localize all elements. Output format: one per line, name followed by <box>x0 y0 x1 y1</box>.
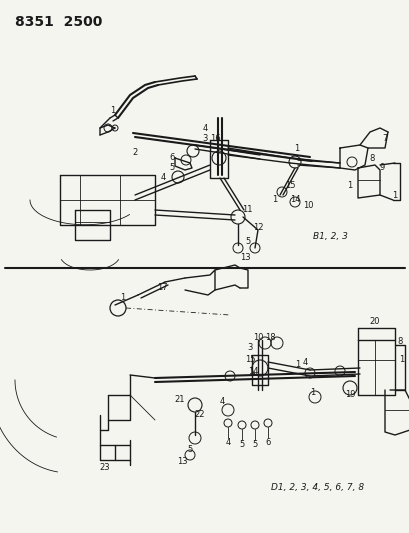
Text: 5: 5 <box>245 238 250 246</box>
Text: 20: 20 <box>369 318 379 327</box>
Text: 11: 11 <box>241 206 252 214</box>
Text: 5: 5 <box>252 440 257 449</box>
Text: 5: 5 <box>239 440 244 449</box>
Text: 15: 15 <box>244 356 255 365</box>
Text: 19: 19 <box>344 391 354 400</box>
Text: 1: 1 <box>294 143 299 152</box>
Text: 5: 5 <box>187 446 192 455</box>
Text: 17: 17 <box>156 282 167 292</box>
Text: 13: 13 <box>176 457 187 466</box>
Text: 1: 1 <box>110 106 115 115</box>
Text: 1: 1 <box>294 360 300 369</box>
Text: 4: 4 <box>202 124 207 133</box>
Text: 23: 23 <box>99 464 110 472</box>
Text: 7: 7 <box>381 133 387 142</box>
Text: 4: 4 <box>225 439 230 448</box>
Text: 14: 14 <box>289 196 299 205</box>
Text: 4: 4 <box>219 398 224 407</box>
Text: 14: 14 <box>247 367 258 376</box>
Text: 3: 3 <box>202 133 207 142</box>
Text: 16: 16 <box>209 133 220 142</box>
Text: 8: 8 <box>396 337 402 346</box>
Text: 6: 6 <box>169 152 174 161</box>
Text: 15: 15 <box>284 181 294 190</box>
Text: 1: 1 <box>120 293 125 302</box>
Text: 10: 10 <box>302 200 312 209</box>
Text: 1: 1 <box>346 181 352 190</box>
Text: 21: 21 <box>174 395 185 405</box>
Text: 8351  2500: 8351 2500 <box>15 15 102 29</box>
Text: 12: 12 <box>252 223 263 232</box>
Text: B1, 2, 3: B1, 2, 3 <box>312 232 346 241</box>
Text: 1: 1 <box>272 196 277 205</box>
Text: 1: 1 <box>310 389 315 398</box>
Text: 3: 3 <box>247 343 252 352</box>
Text: 1: 1 <box>391 190 397 199</box>
Text: 4: 4 <box>160 174 165 182</box>
Text: 22: 22 <box>194 410 205 419</box>
Text: 2: 2 <box>132 148 137 157</box>
Text: 9: 9 <box>378 164 384 173</box>
Text: 18: 18 <box>264 334 274 343</box>
Text: 10: 10 <box>252 334 263 343</box>
Text: 8: 8 <box>369 154 374 163</box>
Text: 5: 5 <box>169 164 174 173</box>
Text: 1: 1 <box>398 356 404 365</box>
Text: D1, 2, 3, 4, 5, 6, 7, 8: D1, 2, 3, 4, 5, 6, 7, 8 <box>271 483 364 492</box>
Text: 4: 4 <box>302 359 307 367</box>
Text: 6: 6 <box>265 439 270 448</box>
Text: 13: 13 <box>239 253 250 262</box>
